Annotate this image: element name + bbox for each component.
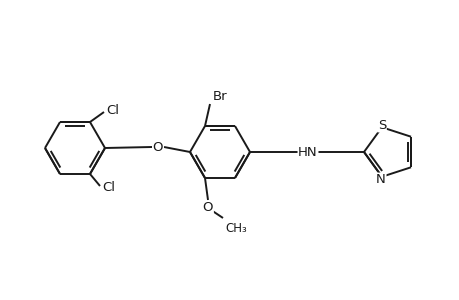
Text: Cl: Cl <box>106 103 119 116</box>
Text: N: N <box>375 173 385 186</box>
Text: S: S <box>377 119 385 132</box>
Text: Br: Br <box>213 89 227 103</box>
Text: O: O <box>202 202 213 214</box>
Text: HN: HN <box>297 146 317 158</box>
Text: Cl: Cl <box>102 182 115 194</box>
Text: CH₃: CH₃ <box>224 222 246 235</box>
Text: O: O <box>152 140 163 154</box>
